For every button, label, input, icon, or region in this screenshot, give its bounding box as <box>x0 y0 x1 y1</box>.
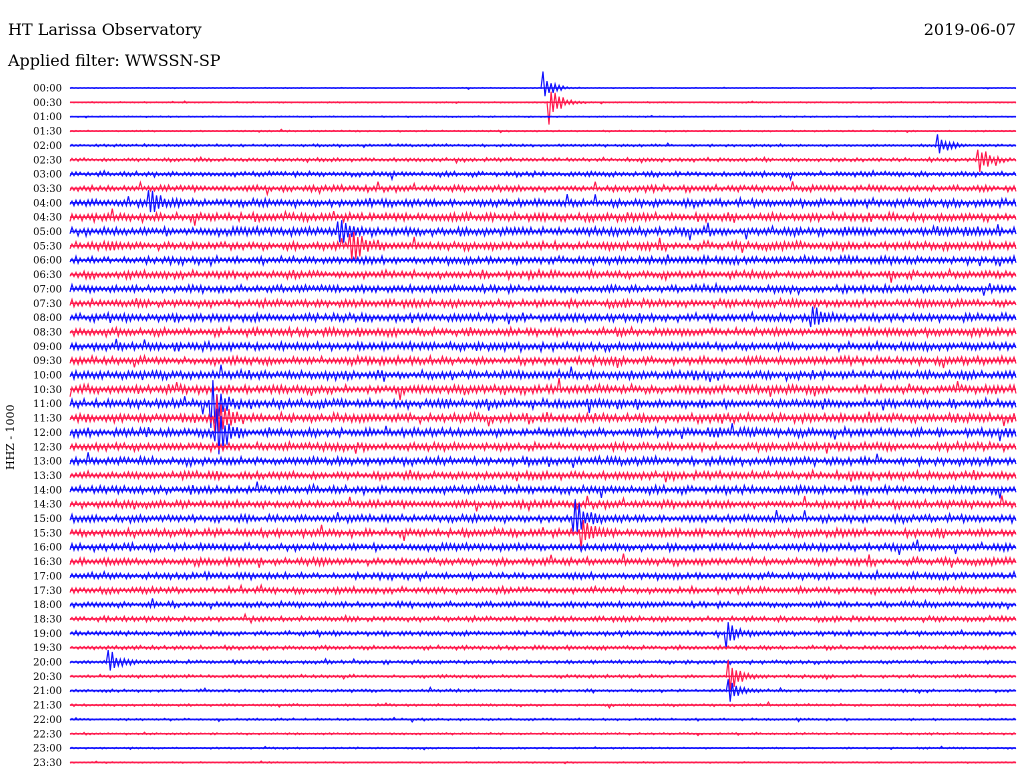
row-time-label: 06:30 <box>33 270 62 281</box>
row-time-label: 13:30 <box>33 471 62 482</box>
trace-row-21 <box>69 378 1017 401</box>
trace-row-40 <box>69 649 1017 671</box>
row-time-label: 20:00 <box>33 658 62 669</box>
row-time-label: 23:00 <box>33 744 62 755</box>
row-time-label: 07:30 <box>33 299 62 310</box>
trace-row-18 <box>69 338 1017 354</box>
row-time-label: 12:00 <box>33 428 62 439</box>
row-time-label: 16:30 <box>33 557 62 568</box>
row-time-label: 13:00 <box>33 457 62 468</box>
trace-row-19 <box>69 353 1017 369</box>
row-time-label: 15:30 <box>33 528 62 539</box>
row-time-label: 08:30 <box>33 327 62 338</box>
trace-row-20 <box>69 364 1017 383</box>
row-time-label: 14:00 <box>33 485 62 496</box>
trace-row-22 <box>69 380 1017 429</box>
row-time-label: 15:00 <box>33 514 62 525</box>
row-time-label: 18:00 <box>33 600 62 611</box>
row-time-label: 09:00 <box>33 342 62 353</box>
row-time-label: 10:00 <box>33 371 62 382</box>
row-time-label: 20:30 <box>33 672 62 683</box>
row-time-label: 21:00 <box>33 686 62 697</box>
row-time-label: 01:00 <box>33 112 62 123</box>
row-time-label: 22:00 <box>33 715 62 726</box>
row-time-label: 04:00 <box>33 198 62 209</box>
trace-row-26 <box>69 452 1017 469</box>
row-time-label: 11:00 <box>33 399 62 410</box>
row-time-label: 12:30 <box>33 442 62 453</box>
trace-row-6 <box>69 169 1017 182</box>
row-time-label: 00:00 <box>33 84 62 95</box>
row-time-label: 18:30 <box>33 614 62 625</box>
row-time-label: 14:30 <box>33 500 62 511</box>
row-time-label: 05:00 <box>33 227 62 238</box>
row-time-label: 02:00 <box>33 141 62 152</box>
row-time-label: 09:30 <box>33 356 62 367</box>
trace-row-33 <box>69 553 1017 569</box>
page-title: HT Larissa Observatory <box>8 20 202 39</box>
row-time-label: 17:00 <box>33 571 62 582</box>
trace-row-8 <box>69 190 1017 213</box>
trace-row-1 <box>69 91 1017 125</box>
row-time-label: 11:30 <box>33 414 62 425</box>
row-time-label: 03:30 <box>33 184 62 195</box>
row-time-label: 19:30 <box>33 643 62 654</box>
row-time-label: 03:00 <box>33 170 62 181</box>
row-time-label: 07:00 <box>33 284 62 295</box>
row-time-label: 17:30 <box>33 586 62 597</box>
row-time-label: 04:30 <box>33 213 62 224</box>
trace-row-0 <box>69 71 1017 97</box>
row-time-label: 02:30 <box>33 155 62 166</box>
row-time-label: 16:00 <box>33 543 62 554</box>
trace-row-24 <box>69 408 1017 455</box>
row-time-label: 06:00 <box>33 256 62 267</box>
row-time-label: 22:30 <box>33 729 62 740</box>
row-time-label: 10:30 <box>33 385 62 396</box>
row-time-label: 23:30 <box>33 758 62 769</box>
trace-row-16 <box>69 306 1017 328</box>
trace-row-5 <box>69 149 1017 173</box>
row-time-label: 19:00 <box>33 629 62 640</box>
row-time-label: 00:30 <box>33 98 62 109</box>
row-time-label: 05:30 <box>33 241 62 252</box>
row-time-label: 21:30 <box>33 701 62 712</box>
filter-label: Applied filter: WWSSN-SP <box>8 51 221 70</box>
trace-row-25 <box>69 439 1017 454</box>
row-time-label: 01:30 <box>33 127 62 138</box>
trace-row-27 <box>69 468 1017 483</box>
row-time-label: 08:00 <box>33 313 62 324</box>
trace-row-34 <box>69 568 1017 583</box>
recording-date: 2019-06-07 <box>923 20 1016 39</box>
trace-row-36 <box>69 598 1017 611</box>
trace-row-4 <box>69 134 1017 154</box>
trace-row-13 <box>69 267 1017 283</box>
